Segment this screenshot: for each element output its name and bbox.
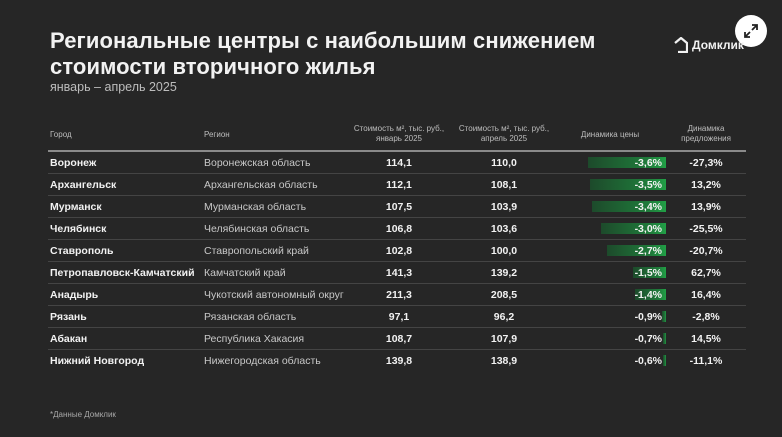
cell-jan: 97,1 [388, 310, 410, 323]
cell-city: Ставрополь [50, 244, 114, 257]
cell-price-dynamics: -3,4% [554, 196, 666, 217]
cell-jan: 106,8 [385, 222, 413, 235]
cell-supply-dynamics: 62,7% [691, 266, 721, 279]
cell-supply-dynamics: -2,8% [692, 310, 720, 323]
cell-region: Чукотский автономный округ [204, 288, 344, 301]
cell-supply-dynamics: 13,9% [691, 200, 721, 213]
data-table: Город Регион Стоимость м², тыс. руб., ян… [48, 118, 746, 371]
cell-region: Ставропольский край [204, 244, 309, 257]
cell-region: Камчатский край [204, 266, 286, 279]
dynamics-bar [635, 289, 666, 300]
cell-jan: 112,1 [386, 178, 412, 191]
cell-jan: 107,5 [385, 200, 413, 213]
col-jan: Стоимость м², тыс. руб., январь 2025 [353, 124, 445, 143]
col-supply-dynamics: Динамика предложения [681, 124, 731, 143]
cell-jan: 114,1 [386, 156, 412, 169]
cell-price-dynamics: -1,5% [554, 262, 666, 283]
dynamics-bar [662, 311, 666, 322]
col-apr: Стоимость м², тыс. руб., апрель 2025 [458, 124, 550, 143]
dynamics-bar [663, 333, 666, 344]
dynamics-bar [607, 245, 666, 256]
col-city: Город [50, 129, 72, 139]
dynamics-bar [633, 267, 666, 278]
cell-apr: 103,9 [490, 200, 518, 213]
cell-price-dynamics: -3,0% [554, 218, 666, 239]
footnote: *Данные Домклик [50, 410, 116, 419]
cell-region: Республика Хакасия [204, 332, 305, 345]
cell-city: Петропавловск-Камчатский [50, 266, 195, 279]
cell-apr: 103,6 [490, 222, 518, 235]
cell-apr: 107,9 [490, 332, 518, 345]
expand-button[interactable] [735, 15, 767, 47]
cell-supply-dynamics: 13,2% [691, 178, 721, 191]
table-row: Анадырь Чукотский автономный округ 211,3 20… [48, 284, 746, 306]
table-header: Город Регион Стоимость м², тыс. руб., ян… [48, 118, 746, 152]
dynamics-bar [590, 179, 666, 190]
subtitle-period: январь – апрель 2025 [50, 80, 177, 94]
dynamics-bar [592, 201, 666, 212]
logo-text: Домклик [692, 38, 744, 52]
cell-supply-dynamics: -11,1% [689, 354, 723, 367]
cell-region: Нижегородская область [204, 354, 321, 367]
table-row: Челябинск Челябинская область 106,8 103,6 -3… [48, 218, 746, 240]
dynamics-bar [588, 157, 666, 168]
cell-supply-dynamics: -25,5% [689, 222, 723, 235]
domclick-logo: Домклик [674, 37, 744, 53]
col-region: Регион [204, 129, 230, 139]
table-body: Воронеж Воронежская область 114,1 110,0 -3,6… [48, 152, 746, 371]
cell-jan: 139,8 [385, 354, 413, 367]
cell-apr: 108,1 [490, 178, 518, 191]
cell-jan: 102,8 [385, 244, 413, 257]
cell-region: Мурманская область [204, 200, 307, 213]
title-line-1: Региональные центры с наибольшим снижени… [50, 28, 596, 53]
cell-supply-dynamics: 16,4% [691, 288, 721, 301]
cell-apr: 138,9 [490, 354, 518, 367]
cell-apr: 100,0 [490, 244, 518, 257]
dynamics-bar [601, 223, 666, 234]
table-row: Мурманск Мурманская область 107,5 103,9 -3,4… [48, 196, 746, 218]
table-row: Петропавловск-Камчатский Камчатский край 1… [48, 262, 746, 284]
cell-city: Воронеж [50, 156, 97, 169]
cell-city: Рязань [50, 310, 87, 323]
cell-supply-dynamics: -27,3% [689, 156, 723, 169]
cell-price-dynamics: -0,7% [554, 328, 666, 349]
table-row: Нижний Новгород Нижегородская область 139,… [48, 350, 746, 371]
cell-jan: 108,7 [385, 332, 413, 345]
cell-price-dynamics: -0,6% [554, 350, 666, 371]
expand-arrows-icon [744, 24, 758, 38]
cell-apr: 208,5 [490, 288, 518, 301]
cell-jan: 141,3 [385, 266, 413, 279]
cell-apr: 110,0 [491, 156, 517, 169]
cell-city: Архангельск [50, 178, 117, 191]
cell-city: Нижний Новгород [50, 354, 145, 367]
title-line-2: стоимости вторичного жилья [50, 54, 376, 79]
cell-region: Архангельская область [204, 178, 318, 191]
cell-price-dynamics: -0,9% [554, 306, 666, 327]
cell-price-dynamics: -1,4% [554, 284, 666, 305]
cell-jan: 211,3 [386, 288, 412, 301]
cell-region: Челябинская область [204, 222, 310, 235]
col-price-dynamics: Динамика цены [580, 129, 640, 139]
cell-city: Челябинск [50, 222, 107, 235]
cell-supply-dynamics: -20,7% [689, 244, 723, 257]
cell-price-dynamics: -3,6% [554, 152, 666, 173]
cell-apr: 96,2 [493, 310, 515, 323]
house-logo-icon [674, 37, 688, 53]
cell-supply-dynamics: 14,5% [691, 332, 721, 345]
cell-city: Мурманск [50, 200, 102, 213]
table-row: Рязань Рязанская область 97,1 96,2 -0,9% -2,8… [48, 306, 746, 328]
cell-price-dynamics: -3,5% [554, 174, 666, 195]
cell-region: Рязанская область [204, 310, 297, 323]
table-row: Ставрополь Ставропольский край 102,8 100,0 -… [48, 240, 746, 262]
cell-price-dynamics: -2,7% [554, 240, 666, 261]
table-row: Абакан Республика Хакасия 108,7 107,9 -0,7% 1… [48, 328, 746, 350]
table-row: Воронеж Воронежская область 114,1 110,0 -3,6… [48, 152, 746, 174]
cell-city: Анадырь [50, 288, 99, 301]
cell-apr: 139,2 [490, 266, 518, 279]
dynamics-bar [663, 355, 666, 366]
page-title: Региональные центры с наибольшим снижени… [50, 28, 596, 80]
cell-city: Абакан [50, 332, 88, 345]
cell-region: Воронежская область [204, 156, 311, 169]
table-row: Архангельск Архангельская область 112,1 108… [48, 174, 746, 196]
